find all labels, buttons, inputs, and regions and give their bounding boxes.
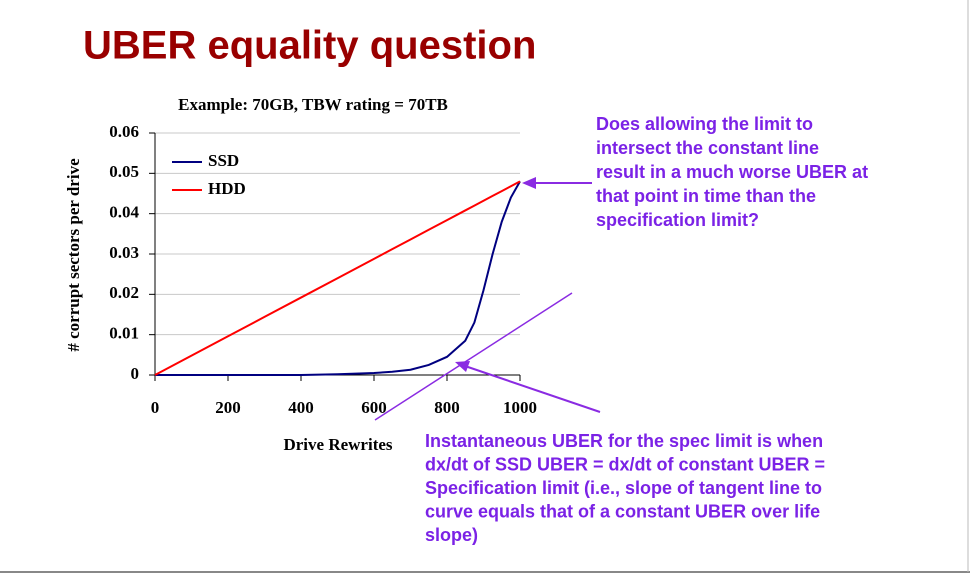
annotation-line: Instantaneous UBER for the spec limit is… [425, 431, 823, 451]
annotation-line: specification limit? [596, 210, 759, 230]
annotations: Does allowing the limit to intersect the … [425, 114, 868, 545]
y-tick-label: 0.04 [109, 203, 139, 222]
series-line [154, 180, 521, 376]
x-tick-label: 600 [361, 398, 387, 417]
y-tick-label: 0.05 [109, 162, 139, 181]
slide-title: UBER equality question [83, 24, 536, 68]
y-tick-label: 0.06 [109, 122, 139, 141]
plot-area: 0 0.01 0.02 0.03 0.04 0.05 0.06 0 200 400 600 800 10… [109, 122, 537, 417]
annotation-line: Specification limit (i.e., slope of tang… [425, 478, 822, 498]
x-tick-label: 400 [288, 398, 314, 417]
x-tick-label: 800 [434, 398, 460, 417]
legend-label: SSD [208, 151, 239, 170]
chart-title: Example: 70GB, TBW rating = 70TB [178, 95, 448, 114]
annotation-line: that point in time than the [596, 186, 816, 206]
y-tick-label: 0.02 [109, 283, 139, 302]
arrowhead [455, 361, 470, 372]
series-line [155, 180, 521, 376]
arrowhead [522, 177, 536, 189]
annotation-line: Does allowing the limit to [596, 114, 813, 134]
x-tick-label: 1000 [503, 398, 537, 417]
x-tick-label: 200 [215, 398, 241, 417]
annotation-line: curve equals that of a constant UBER ove… [425, 502, 820, 522]
arrow [464, 365, 601, 413]
y-tick-label: 0.01 [109, 324, 139, 343]
y-tick-label: 0.03 [109, 243, 139, 262]
x-axis-label: Drive Rewrites [283, 435, 392, 454]
annotation-line: result in a much worse UBER at [596, 162, 868, 182]
tangent-line [374, 292, 573, 421]
y-tick-label: 0 [131, 364, 140, 383]
annotation-line: slope) [425, 525, 478, 545]
annotation-line: intersect the constant line [596, 138, 819, 158]
arrows [455, 177, 601, 413]
y-axis-label: # corrupt sectors per drive [64, 158, 83, 352]
legend-label: HDD [208, 179, 246, 198]
annotation-line: dx/dt of SSD UBER = dx/dt of constant UB… [425, 455, 825, 475]
x-tick-label: 0 [151, 398, 160, 417]
